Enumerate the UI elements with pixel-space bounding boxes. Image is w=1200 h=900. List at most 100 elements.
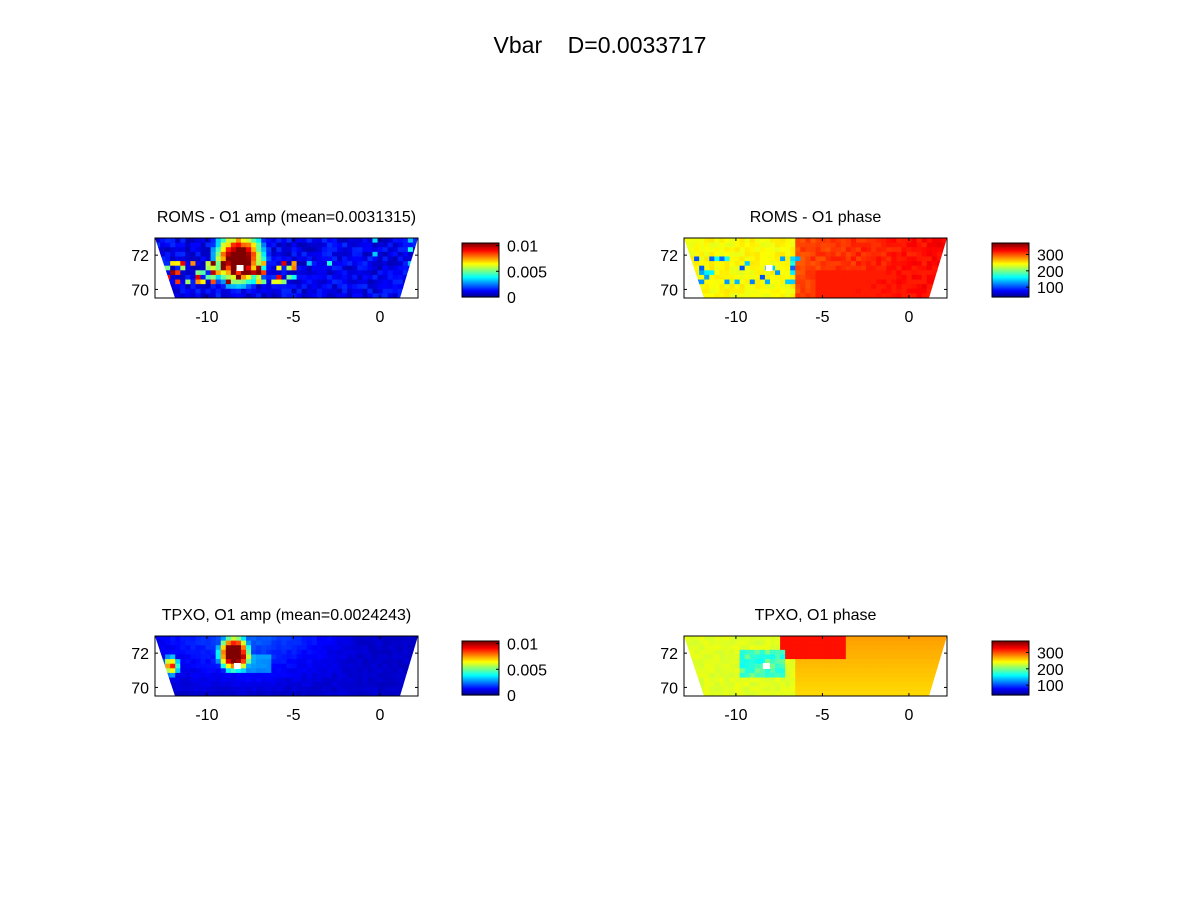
heatmap-cell: [795, 663, 801, 669]
heatmap-cell: [321, 284, 328, 290]
heatmap-cell: [160, 261, 166, 267]
heatmap-cell: [402, 659, 409, 665]
heatmap-cell: [276, 238, 283, 244]
heatmap-cell: [352, 293, 358, 298]
colorbar-step: [462, 278, 499, 280]
heatmap-cell: [921, 274, 928, 281]
heatmap-cell: [694, 682, 700, 688]
heatmap-cell: [780, 238, 786, 244]
heatmap-cell: [820, 691, 827, 696]
heatmap-cell: [296, 270, 303, 276]
heatmap-cell: [825, 284, 832, 290]
heatmap-cell: [266, 640, 272, 646]
heatmap-cell: [820, 686, 827, 692]
heatmap-cell: [382, 672, 389, 679]
heatmap-cell: [195, 256, 202, 262]
heatmap-cell: [230, 293, 237, 298]
heatmap-cell: [901, 645, 908, 651]
heatmap-cell: [240, 293, 247, 298]
heatmap-cell: [921, 293, 928, 298]
heatmap-cell: [326, 672, 333, 679]
heatmap-cell: [407, 668, 414, 674]
heatmap-cell: [845, 293, 852, 298]
heatmap-cell: [835, 274, 842, 281]
heatmap-cell: [190, 677, 197, 683]
heatmap-cell: [362, 256, 369, 262]
heatmap-cell: [800, 279, 806, 285]
heatmap-cell: [200, 279, 207, 285]
heatmap-cell: [205, 640, 212, 646]
colorbar-step: [462, 247, 499, 249]
heatmap-cell: [830, 663, 837, 669]
heatmap-cell: [155, 640, 161, 646]
heatmap-cell: [301, 242, 308, 248]
heatmap-cell: [372, 242, 379, 248]
colorbar-step: [992, 691, 1029, 694]
heatmap-cell: [845, 270, 852, 276]
heatmap-cell: [251, 640, 257, 646]
heatmap-cell: [276, 251, 283, 258]
heatmap-cell: [881, 274, 887, 281]
colorbar-tick-label: 300: [1037, 645, 1064, 662]
heatmap-cell: [200, 649, 207, 656]
heatmap-cell: [175, 677, 181, 683]
colorbar-step: [992, 253, 1029, 256]
heatmap-cell: [719, 293, 726, 298]
heatmap-cell: [825, 288, 832, 294]
heatmap-cell: [170, 247, 176, 253]
heatmap-cell: [876, 663, 882, 669]
heatmap-cell: [246, 654, 252, 660]
heatmap-cell: [921, 242, 928, 248]
heatmap-cell: [180, 645, 186, 651]
heatmap-cell: [795, 293, 801, 298]
heatmap-cell: [795, 640, 801, 646]
heatmap-cell: [316, 261, 323, 267]
heatmap-cell: [225, 668, 232, 674]
heatmap-cell: [180, 247, 186, 253]
heatmap-cell: [850, 682, 857, 688]
heatmap-cell: [352, 686, 358, 692]
heatmap-cell: [886, 288, 892, 294]
heatmap-cell: [926, 270, 933, 276]
heatmap-cell: [684, 654, 690, 660]
heatmap-cell: [342, 238, 348, 244]
heatmap-cell: [926, 636, 933, 642]
heatmap-cell: [714, 242, 721, 248]
colorbar-step: [462, 658, 499, 661]
heatmap-cell: [820, 288, 827, 294]
heatmap-cell: [337, 284, 343, 290]
heatmap-cell: [210, 265, 217, 271]
heatmap-cell: [332, 256, 338, 262]
heatmap-cell: [291, 238, 298, 244]
heatmap-cell: [397, 645, 404, 651]
heatmap-cell: [190, 654, 197, 660]
heatmap-cell: [744, 640, 751, 646]
heatmap-cell: [175, 288, 181, 294]
heatmap-cell: [861, 251, 867, 258]
heatmap-cell: [210, 256, 217, 262]
heatmap-cell: [175, 242, 181, 248]
heatmap-cell: [820, 640, 827, 646]
heatmap-cell: [830, 261, 837, 267]
heatmap-cell: [175, 279, 181, 285]
heatmap-cell: [382, 293, 389, 298]
heatmap-cell: [840, 242, 847, 248]
heatmap-cell: [155, 663, 161, 669]
heatmap-cell: [724, 640, 731, 646]
heatmap-cell: [205, 288, 212, 294]
heatmap-cell: [372, 256, 379, 262]
colorbar-step: [462, 681, 499, 683]
heatmap-cell: [845, 636, 852, 642]
colorbar-step: [992, 291, 1029, 294]
heatmap-cell: [820, 270, 827, 276]
heatmap-cell: [749, 672, 756, 679]
heatmap-cell: [326, 242, 333, 248]
heatmap-cell: [861, 293, 867, 298]
heatmap-cell: [337, 261, 343, 267]
colorbar-step: [992, 674, 1029, 677]
heatmap-cell: [165, 672, 171, 679]
heatmap-cell: [230, 682, 237, 688]
colorbar-step: [992, 679, 1029, 682]
colorbar-step: [462, 676, 499, 678]
colorbar-step: [462, 295, 499, 297]
